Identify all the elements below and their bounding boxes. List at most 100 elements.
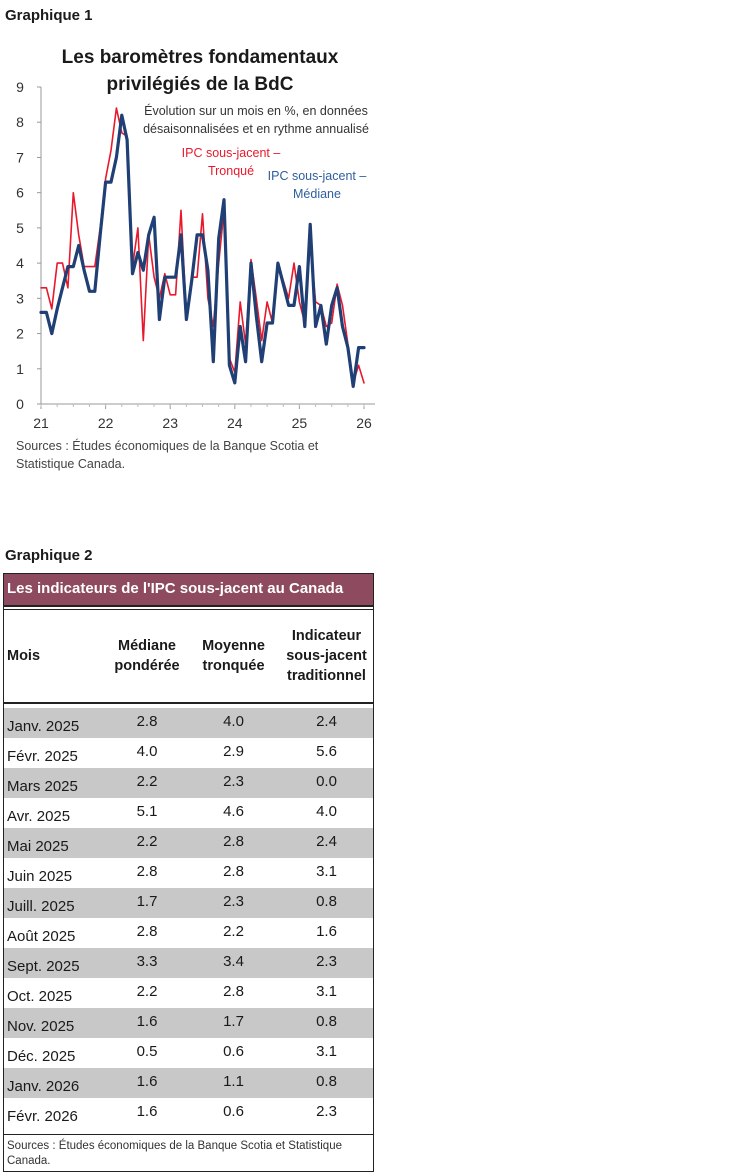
table-row: Oct. 2025 2.2 2.8 3.1	[4, 978, 373, 1008]
x-tick-label: 23	[162, 415, 178, 431]
cell-moyenne: 2.2	[223, 922, 244, 940]
table-source-line2: Canada.	[7, 1155, 51, 1167]
cell-mediane: 2.8	[136, 922, 158, 940]
core-cpi-table: Les indicateurs de l'IPC sous-jacent au …	[3, 573, 374, 1172]
cell-mois: Janv. 2025	[7, 717, 80, 735]
y-tick-label: 9	[16, 79, 24, 95]
cell-mois: Févr. 2026	[7, 1107, 78, 1125]
y-tick-label: 8	[16, 114, 24, 130]
chart-title-line2: privilégiés de la BdC	[107, 74, 294, 95]
cell-moyenne: 0.6	[223, 1102, 244, 1120]
y-tick-label: 1	[16, 361, 24, 377]
cell-indicateur: 1.6	[316, 922, 337, 940]
cell-indicateur: 0.8	[316, 1072, 337, 1090]
cell-mois: Août 2025	[7, 927, 76, 945]
cell-moyenne: 1.7	[223, 1012, 244, 1030]
y-tick-label: 0	[16, 396, 24, 412]
cell-mois: Juill. 2025	[7, 897, 75, 915]
cell-indicateur: 0.8	[316, 1012, 337, 1030]
header-indic-l2: sous-jacent	[286, 648, 367, 664]
table-row: Sept. 2025 3.3 3.4 2.3	[4, 948, 373, 978]
table-row: Nov. 2025 1.6 1.7 0.8	[4, 1008, 373, 1038]
header-moyenne-l2: tronquée	[202, 658, 265, 674]
cell-mediane: 2.8	[136, 712, 158, 730]
cell-moyenne: 0.6	[223, 1042, 244, 1060]
table-row: Janv. 2025 2.8 4.0 2.4	[4, 708, 373, 738]
cell-moyenne: 2.8	[223, 832, 244, 850]
chart-title-line1: Les baromètres fondamentaux	[62, 47, 339, 68]
x-tick-label: 25	[292, 415, 308, 431]
cell-mediane: 4.0	[136, 742, 158, 760]
cell-moyenne: 4.0	[223, 712, 244, 730]
cell-indicateur: 3.1	[316, 862, 337, 880]
table-row: Juin 2025 2.8 2.8 3.1	[4, 858, 373, 888]
chart-subtitle-line1: Évolution sur un mois en %, en données	[144, 103, 368, 118]
legend-median-line2: Médiane	[293, 187, 341, 201]
cell-mediane: 2.2	[136, 772, 158, 790]
cell-mediane: 2.2	[136, 982, 158, 1000]
chart-source-line1: Sources : Études économiques de la Banqu…	[16, 438, 319, 453]
cell-mois: Sept. 2025	[7, 957, 80, 975]
table-row: Juill. 2025 1.7 2.3 0.8	[4, 888, 373, 918]
cell-mois: Juin 2025	[7, 867, 73, 885]
cell-indicateur: 2.3	[316, 1102, 337, 1120]
header-indic-l3: traditionnel	[287, 668, 366, 684]
header-indicateur: Indicateur sous-jacent traditionnel	[280, 626, 373, 686]
cell-indicateur: 0.8	[316, 892, 337, 910]
cell-mediane: 5.1	[136, 802, 158, 820]
table-source: Sources : Études économiques de la Banqu…	[4, 1134, 373, 1171]
cell-mediane: 1.6	[136, 1072, 158, 1090]
cell-mois: Oct. 2025	[7, 987, 73, 1005]
cell-mois: Nov. 2025	[7, 1017, 75, 1035]
cell-moyenne: 4.6	[223, 802, 244, 820]
cell-moyenne: 3.4	[223, 952, 244, 970]
cell-indicateur: 2.4	[316, 832, 337, 850]
cell-mediane: 1.7	[136, 892, 158, 910]
cell-mois: Janv. 2026	[7, 1077, 80, 1095]
chart-source-line2: Statistique Canada.	[16, 457, 125, 471]
cell-mediane: 2.8	[136, 862, 158, 880]
header-mois: Mois	[7, 648, 41, 664]
graph1-label: Graphique 1	[5, 7, 93, 24]
cell-mediane: 3.3	[136, 952, 158, 970]
series-line-median	[39, 113, 366, 388]
y-tick-label: 2	[16, 326, 24, 342]
y-tick-label: 3	[16, 290, 24, 306]
y-tick-label: 5	[16, 220, 24, 236]
legend-trim-line1: IPC sous-jacent –	[182, 146, 281, 160]
header-mediane-l2: pondérée	[114, 658, 180, 674]
y-tick-label: 4	[16, 255, 24, 271]
cell-moyenne: 1.1	[223, 1072, 244, 1090]
table-title: Les indicateurs de l'IPC sous-jacent au …	[4, 574, 373, 607]
cell-mois: Mai 2025	[7, 837, 69, 855]
header-mediane-l1: Médiane	[117, 638, 176, 654]
y-tick-label: 7	[16, 149, 24, 165]
cell-mediane: 1.6	[136, 1102, 158, 1120]
cell-moyenne: 2.8	[223, 862, 244, 880]
cell-mois: Mars 2025	[7, 777, 78, 795]
x-tick-label: 26	[356, 415, 372, 431]
table-row: Févr. 2025 4.0 2.9 5.6	[4, 738, 373, 768]
cell-mois: Avr. 2025	[7, 807, 71, 825]
legend-median-line1: IPC sous-jacent –	[268, 169, 367, 183]
table-header-row: Mois Médiane pondérée Moyenne tronquée I…	[4, 609, 373, 704]
legend-trim-line2: Tronqué	[208, 164, 254, 178]
cell-indicateur: 3.1	[316, 982, 337, 1000]
cell-moyenne: 2.3	[223, 772, 244, 790]
cell-indicateur: 5.6	[316, 742, 337, 760]
cell-indicateur: 2.4	[316, 712, 337, 730]
table-row: Août 2025 2.8 2.2 1.6	[4, 918, 373, 948]
cell-moyenne: 2.3	[223, 892, 244, 910]
x-tick-label: 21	[33, 415, 49, 431]
table-source-line1: Sources : Études économiques de la Banqu…	[7, 1140, 342, 1152]
header-indic-l1: Indicateur	[291, 628, 362, 644]
header-moyenne: Moyenne tronquée	[187, 636, 280, 676]
header-moyenne-l1: Moyenne	[202, 638, 265, 654]
table-row: Janv. 2026 1.6 1.1 0.8	[4, 1068, 373, 1098]
header-mediane: Médiane pondérée	[107, 636, 187, 676]
graph2-label: Graphique 2	[5, 547, 93, 564]
cell-indicateur: 0.0	[316, 772, 337, 790]
chart-1: Les baromètres fondamentaux privilégiés …	[16, 47, 375, 471]
table-row: Mai 2025 2.2 2.8 2.4	[4, 828, 373, 858]
